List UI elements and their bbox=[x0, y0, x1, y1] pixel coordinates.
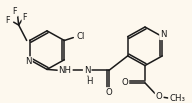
Text: H: H bbox=[86, 77, 92, 86]
Text: F: F bbox=[12, 7, 17, 16]
Text: CH₃: CH₃ bbox=[169, 94, 185, 103]
Text: F: F bbox=[5, 16, 10, 25]
Text: N: N bbox=[160, 30, 167, 39]
Text: O: O bbox=[106, 88, 112, 97]
Text: O: O bbox=[122, 78, 128, 87]
Text: NH: NH bbox=[59, 66, 71, 75]
Text: N: N bbox=[25, 57, 32, 66]
Text: O: O bbox=[156, 92, 162, 101]
Text: N: N bbox=[84, 66, 90, 75]
Text: Cl: Cl bbox=[76, 32, 84, 41]
Text: F: F bbox=[22, 13, 27, 22]
